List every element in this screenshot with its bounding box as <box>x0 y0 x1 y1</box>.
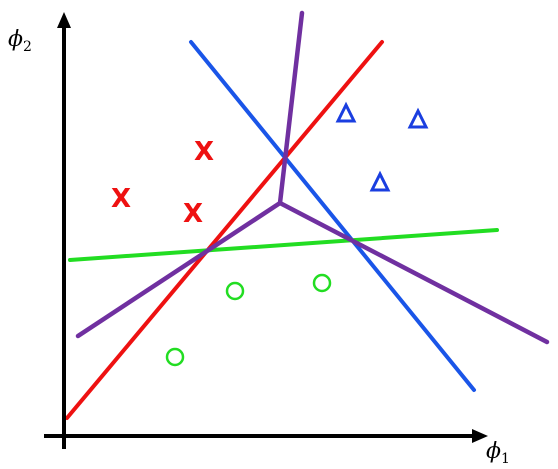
x-axis-arrowhead <box>472 429 488 443</box>
circle-marker <box>225 281 245 301</box>
circle-marker <box>312 273 332 293</box>
x-marker: X <box>111 184 131 214</box>
green-separating-line <box>68 228 499 262</box>
y-axis-label: ϕ2 <box>8 27 32 55</box>
circle-marker <box>165 347 185 367</box>
y-axis-arrowhead <box>57 12 71 28</box>
blue-separating-line <box>189 40 476 392</box>
red-separating-line <box>65 40 384 420</box>
triangle-marker <box>407 107 429 129</box>
x-marker: X <box>183 199 203 229</box>
purple-boundary-branch <box>277 200 550 345</box>
x-marker: X <box>194 137 214 167</box>
x-axis-label: ϕ1 <box>486 439 510 467</box>
triangle-marker <box>335 101 357 123</box>
triangle-marker <box>369 170 391 192</box>
